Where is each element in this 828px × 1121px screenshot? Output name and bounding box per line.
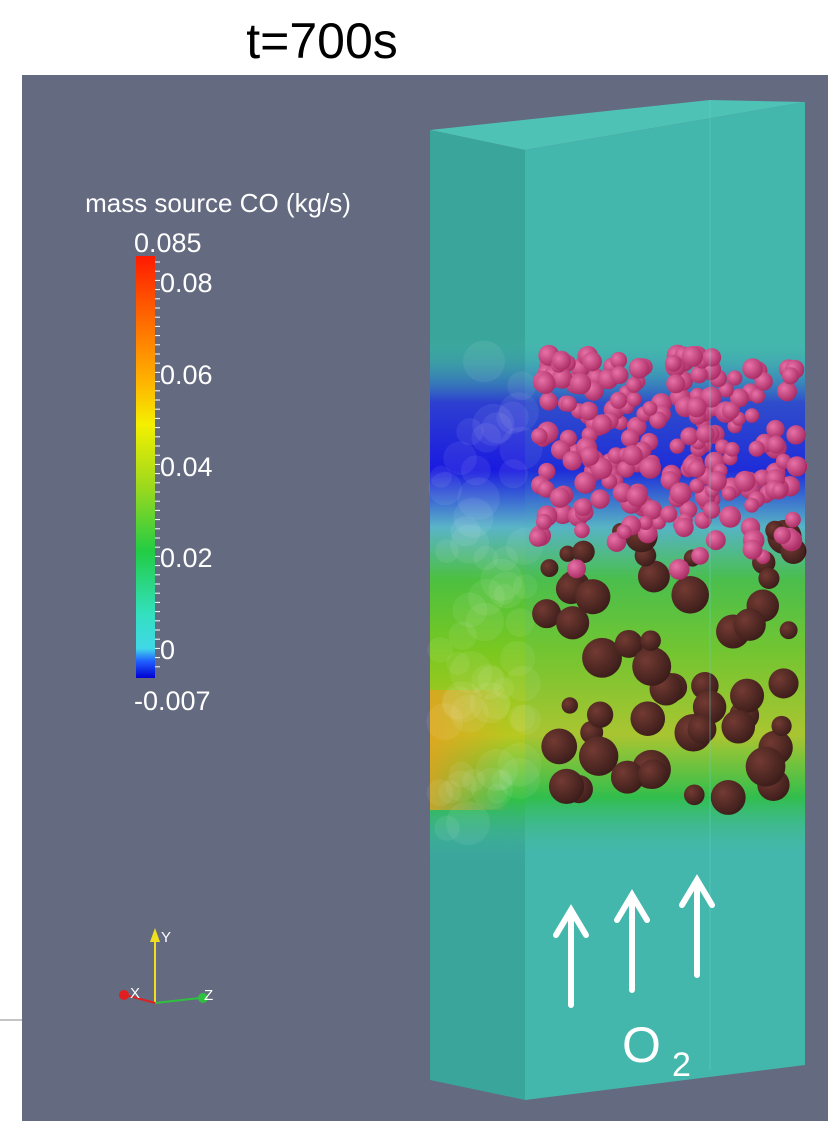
colorbar-label: 0.085 xyxy=(134,228,202,258)
flow-label: O xyxy=(622,1017,661,1073)
axis-label: Z xyxy=(204,987,213,1004)
colorbar-label: -0.007 xyxy=(134,686,211,716)
scene: t=700s O 2 mass source CO (kg/s) 0.085 0… xyxy=(0,0,828,1121)
colorbar-label: 0.08 xyxy=(160,268,213,298)
title: t=700s xyxy=(246,13,398,69)
colorbar-label: 0.06 xyxy=(160,360,213,390)
ghost-particle xyxy=(442,681,483,722)
ghost-particle xyxy=(435,539,459,563)
colorbar xyxy=(136,256,155,678)
ghost-particle xyxy=(493,546,518,571)
axis-label: X xyxy=(130,985,140,1002)
axis-label: Y xyxy=(161,929,171,946)
ghost-particle xyxy=(494,584,515,605)
ghost-particle xyxy=(446,652,469,675)
ghost-particle xyxy=(463,340,505,382)
box-glass xyxy=(525,102,805,1100)
colorbar-label: 0 xyxy=(160,635,175,665)
colorbar-label: 0.04 xyxy=(160,452,213,482)
colorbar-label: 0.02 xyxy=(160,543,213,573)
page: {"title": "t=700s", "colorbar": {"title"… xyxy=(0,0,828,1121)
ghost-particle xyxy=(446,801,490,845)
ghost-particle xyxy=(461,455,491,485)
ghost-particle xyxy=(466,603,505,642)
ghost-particle xyxy=(482,691,510,719)
x-axis-head xyxy=(119,990,129,1000)
flow-label-subscript: 2 xyxy=(672,1046,691,1084)
ghost-particle xyxy=(438,780,461,803)
ghost-particle xyxy=(476,749,518,791)
ghost-particle xyxy=(478,666,504,692)
colorbar-title: mass source CO (kg/s) xyxy=(85,188,351,218)
